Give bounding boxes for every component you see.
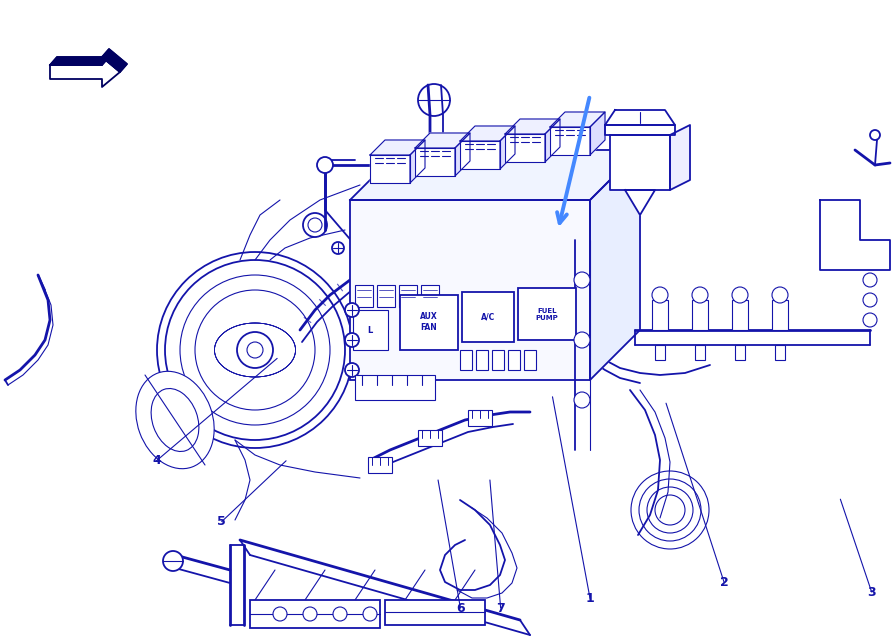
Bar xyxy=(353,310,388,350)
Bar xyxy=(421,285,439,307)
Circle shape xyxy=(574,392,590,408)
Text: 7: 7 xyxy=(496,602,505,614)
Polygon shape xyxy=(460,141,500,169)
Bar xyxy=(355,375,435,400)
Circle shape xyxy=(652,287,668,303)
Polygon shape xyxy=(550,112,605,127)
Polygon shape xyxy=(610,135,670,190)
Text: 3: 3 xyxy=(867,586,876,598)
Polygon shape xyxy=(102,49,127,72)
Bar xyxy=(418,430,442,446)
Bar xyxy=(250,600,380,628)
Bar xyxy=(772,300,788,330)
Bar xyxy=(468,410,492,426)
Circle shape xyxy=(303,213,327,237)
Bar xyxy=(735,345,745,360)
Circle shape xyxy=(732,287,748,303)
Text: L: L xyxy=(367,326,373,335)
Circle shape xyxy=(363,607,377,621)
Text: 5: 5 xyxy=(217,515,226,528)
Bar xyxy=(350,200,590,380)
Polygon shape xyxy=(820,200,890,270)
Polygon shape xyxy=(50,57,109,65)
Bar xyxy=(652,300,668,330)
Circle shape xyxy=(345,363,359,377)
Text: FUEL
PUMP: FUEL PUMP xyxy=(536,307,559,321)
Polygon shape xyxy=(50,57,120,87)
Polygon shape xyxy=(350,150,640,200)
Circle shape xyxy=(317,157,333,173)
Text: 1: 1 xyxy=(586,592,595,605)
Bar xyxy=(655,345,665,360)
Bar xyxy=(462,292,514,342)
Circle shape xyxy=(237,332,273,368)
Polygon shape xyxy=(625,190,655,215)
Polygon shape xyxy=(545,119,560,162)
Polygon shape xyxy=(605,110,675,125)
Circle shape xyxy=(333,607,347,621)
Bar xyxy=(399,285,417,307)
Text: AUX
FAN: AUX FAN xyxy=(420,312,438,332)
Polygon shape xyxy=(505,119,560,134)
Polygon shape xyxy=(605,125,675,135)
Polygon shape xyxy=(500,126,515,169)
Circle shape xyxy=(863,313,877,327)
Polygon shape xyxy=(415,148,455,176)
Text: 4: 4 xyxy=(152,454,161,467)
Polygon shape xyxy=(455,133,470,176)
Ellipse shape xyxy=(136,371,215,468)
Bar xyxy=(695,345,705,360)
Ellipse shape xyxy=(151,388,198,451)
Text: 2: 2 xyxy=(720,576,729,589)
Circle shape xyxy=(574,332,590,348)
Polygon shape xyxy=(590,112,605,155)
Circle shape xyxy=(692,287,708,303)
Polygon shape xyxy=(505,134,545,162)
Polygon shape xyxy=(415,133,470,148)
Polygon shape xyxy=(370,140,425,155)
Circle shape xyxy=(863,273,877,287)
Bar xyxy=(355,285,373,307)
Circle shape xyxy=(772,287,788,303)
Circle shape xyxy=(345,303,359,317)
Circle shape xyxy=(303,607,317,621)
Circle shape xyxy=(163,551,183,571)
Bar xyxy=(368,457,392,473)
Bar xyxy=(460,350,472,370)
Polygon shape xyxy=(550,127,590,155)
Bar xyxy=(732,300,748,330)
Bar xyxy=(518,288,576,340)
Bar xyxy=(385,600,485,625)
Text: 6: 6 xyxy=(456,602,465,614)
Bar xyxy=(508,350,520,370)
Text: A/C: A/C xyxy=(481,312,495,321)
Bar xyxy=(492,350,504,370)
Bar xyxy=(775,345,785,360)
Circle shape xyxy=(574,272,590,288)
Polygon shape xyxy=(670,125,690,190)
Polygon shape xyxy=(410,140,425,183)
Polygon shape xyxy=(590,150,640,380)
Bar xyxy=(476,350,488,370)
Circle shape xyxy=(345,333,359,347)
Circle shape xyxy=(247,342,263,358)
Polygon shape xyxy=(370,155,410,183)
Circle shape xyxy=(332,242,344,254)
Bar xyxy=(524,350,536,370)
Circle shape xyxy=(863,293,877,307)
Polygon shape xyxy=(460,126,515,141)
Bar xyxy=(377,285,395,307)
Bar xyxy=(692,300,708,330)
Circle shape xyxy=(273,607,287,621)
Bar xyxy=(400,295,458,350)
